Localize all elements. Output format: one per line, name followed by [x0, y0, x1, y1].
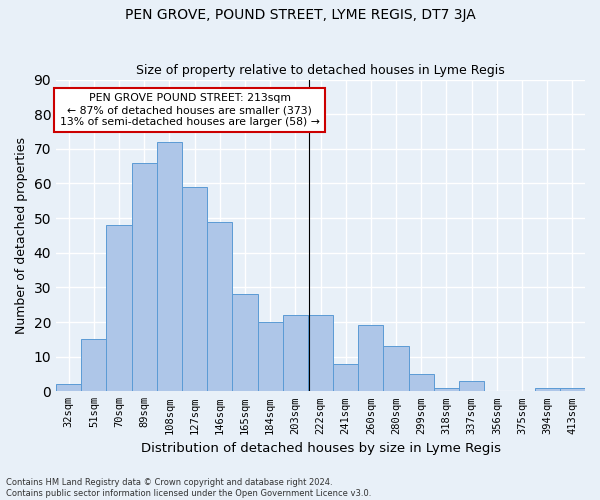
Text: PEN GROVE, POUND STREET, LYME REGIS, DT7 3JA: PEN GROVE, POUND STREET, LYME REGIS, DT7…	[125, 8, 475, 22]
Bar	[106, 225, 131, 392]
Bar	[232, 294, 257, 392]
Bar	[283, 315, 308, 392]
Bar	[308, 315, 333, 392]
Title: Size of property relative to detached houses in Lyme Regis: Size of property relative to detached ho…	[136, 64, 505, 77]
Bar	[383, 346, 409, 392]
Bar	[257, 322, 283, 392]
Bar	[131, 162, 157, 392]
Bar	[157, 142, 182, 392]
Bar	[434, 388, 459, 392]
Text: Contains HM Land Registry data © Crown copyright and database right 2024.
Contai: Contains HM Land Registry data © Crown c…	[6, 478, 371, 498]
Bar	[358, 326, 383, 392]
Bar	[56, 384, 81, 392]
Bar	[459, 381, 484, 392]
Bar	[333, 364, 358, 392]
Bar	[535, 388, 560, 392]
Y-axis label: Number of detached properties: Number of detached properties	[15, 137, 28, 334]
X-axis label: Distribution of detached houses by size in Lyme Regis: Distribution of detached houses by size …	[140, 442, 500, 455]
Bar	[207, 222, 232, 392]
Bar	[560, 388, 585, 392]
Text: PEN GROVE POUND STREET: 213sqm
← 87% of detached houses are smaller (373)
13% of: PEN GROVE POUND STREET: 213sqm ← 87% of …	[59, 94, 319, 126]
Bar	[182, 187, 207, 392]
Bar	[409, 374, 434, 392]
Bar	[81, 340, 106, 392]
